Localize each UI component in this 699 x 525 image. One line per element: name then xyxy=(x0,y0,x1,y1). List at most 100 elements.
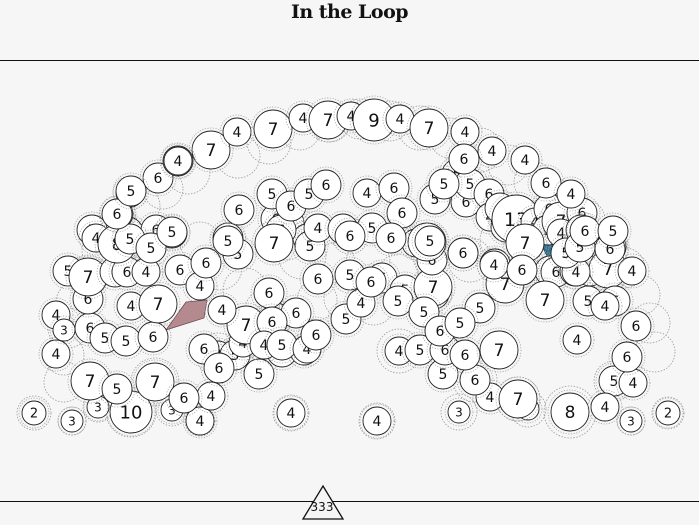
bubble-halo xyxy=(495,376,541,422)
bubble-halo xyxy=(209,222,247,260)
bubble-number: 7 xyxy=(268,120,279,140)
bubble-number: 6 xyxy=(485,187,494,203)
bubble: 6 xyxy=(134,318,172,356)
bubble-number: 5 xyxy=(476,301,485,317)
bubble-number: 4 xyxy=(461,125,470,141)
total-label: 333 xyxy=(311,500,334,514)
bubble-circle xyxy=(300,319,332,351)
bubble-circle xyxy=(556,179,586,209)
bubble-circle xyxy=(449,339,481,371)
bubble-halo xyxy=(352,263,390,301)
bubble-circle xyxy=(479,330,519,370)
bubble-halo xyxy=(608,338,646,376)
bubble-number: 5 xyxy=(394,294,403,310)
bubble: 6 xyxy=(200,349,238,387)
bubble-number: 6 xyxy=(322,178,331,194)
bubble-number: 6 xyxy=(398,206,407,222)
bubble-number: 5 xyxy=(126,232,135,248)
bubble-circle xyxy=(619,409,643,433)
bubble-circle xyxy=(207,295,237,325)
bubble-number: 6 xyxy=(154,171,163,187)
bubble-number: 6 xyxy=(265,286,274,302)
bubble-halo xyxy=(587,389,623,425)
bubble: 7 xyxy=(406,105,452,151)
bottom-rule xyxy=(0,501,699,502)
bubble-number: 5 xyxy=(368,221,377,237)
bubble: 4 xyxy=(474,133,510,169)
bubble-circle xyxy=(597,215,629,247)
bubble-halo xyxy=(616,406,646,436)
bubble: 6 xyxy=(253,303,291,341)
bubble-number: 4 xyxy=(573,333,582,349)
bubble-circle xyxy=(41,339,71,369)
bubble-circle xyxy=(203,352,235,384)
bubble: 6 xyxy=(299,260,337,298)
bubble-halo xyxy=(343,285,379,321)
bubble-number: 4 xyxy=(357,296,366,312)
bubble: 5 xyxy=(209,222,247,260)
bubble-halo xyxy=(503,251,541,289)
bubble: 3 xyxy=(444,397,474,427)
top-rule xyxy=(0,60,699,61)
bubble: 4 xyxy=(614,253,650,289)
dotted-ring xyxy=(629,302,671,344)
bubble-circle xyxy=(163,146,193,176)
bubble-number: 6 xyxy=(176,263,185,279)
bubble: 6 xyxy=(608,338,646,376)
bubble-halo xyxy=(182,268,218,304)
bubble-number: 4 xyxy=(567,187,576,203)
bubble-number: 4 xyxy=(601,299,610,315)
bubble: 6 xyxy=(165,379,203,417)
bubble-number: 6 xyxy=(542,176,551,192)
bubble-number: 5 xyxy=(440,177,449,193)
bubble-circle xyxy=(375,222,407,254)
bubble-number: 6 xyxy=(581,224,590,240)
bubble-circle xyxy=(409,108,449,148)
bubble-number: 4 xyxy=(601,400,610,416)
bubble-halo xyxy=(220,191,258,229)
bubble-number: 4 xyxy=(196,414,205,430)
highlight-band-left xyxy=(164,299,208,331)
bubble-number: 6 xyxy=(268,315,277,331)
bubble-circle xyxy=(498,379,538,419)
bubble: 6 xyxy=(307,166,345,204)
bubble-number: 4 xyxy=(521,153,530,169)
bubble-circle xyxy=(302,263,334,295)
bubble-circle xyxy=(135,362,175,402)
bubble-halo xyxy=(57,406,87,436)
bubble-halo xyxy=(559,322,595,358)
bubble-halo xyxy=(445,140,483,178)
bubble-circle xyxy=(525,280,565,320)
bubble-number: 3 xyxy=(168,403,176,417)
bubble-number: 6 xyxy=(436,324,445,340)
bubble-circle xyxy=(135,232,167,264)
bubble-number: 6 xyxy=(518,263,527,279)
bubble: 6 xyxy=(277,294,315,332)
bubble: 6 xyxy=(503,251,541,289)
bubble-halo xyxy=(106,387,156,437)
bubble-circle xyxy=(156,216,188,248)
total-marker: 333 xyxy=(301,484,345,520)
bubble-circle xyxy=(190,247,222,279)
bubble-number: 4 xyxy=(373,414,382,430)
bubble: 5 xyxy=(153,213,191,251)
bubble-circle xyxy=(448,143,480,175)
bubble-number: 7 xyxy=(494,341,505,361)
bubble-number: 4 xyxy=(395,344,404,360)
bubble-halo xyxy=(359,403,395,439)
bubble-halo xyxy=(112,175,148,211)
bubble-number: 6 xyxy=(123,265,132,281)
bubble-number: 6 xyxy=(86,321,95,337)
bubble-number: 5 xyxy=(610,374,619,390)
bubble-circle xyxy=(355,266,387,298)
bubble-circle xyxy=(382,285,414,317)
bubble-number: 6 xyxy=(84,292,93,308)
bubble-halo xyxy=(614,253,650,289)
bubble-number: 5 xyxy=(562,246,571,262)
bubble-number: 5 xyxy=(268,187,277,203)
bubble: 7 xyxy=(132,359,178,405)
bubble-halo xyxy=(273,395,309,431)
bubble-number: 5 xyxy=(168,225,177,241)
bubble-number: 5 xyxy=(456,316,465,332)
bubble-halo xyxy=(188,127,234,173)
